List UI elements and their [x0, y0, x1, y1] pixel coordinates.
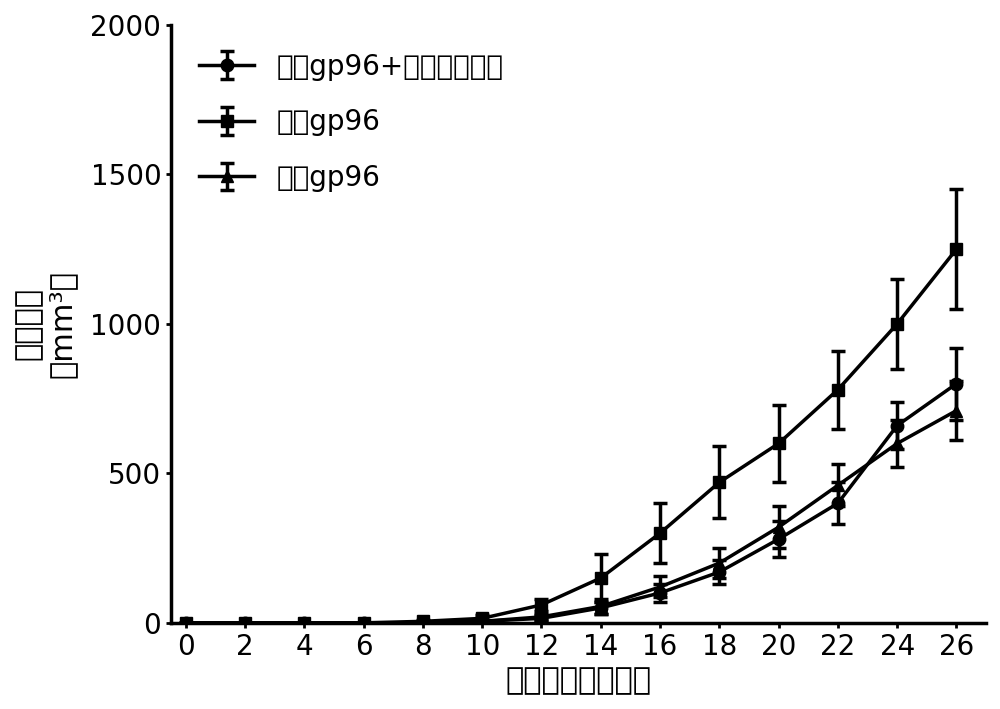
Legend: 重组gp96+多肽库复合物, 重组gp96, 胎盘gp96: 重组gp96+多肽库复合物, 重组gp96, 胎盘gp96 [185, 39, 517, 206]
X-axis label: 接癌后时间（天）: 接癌后时间（天） [506, 666, 652, 695]
Y-axis label: 肿瘾尺寸
（mm³）: 肿瘾尺寸 （mm³） [14, 270, 76, 378]
